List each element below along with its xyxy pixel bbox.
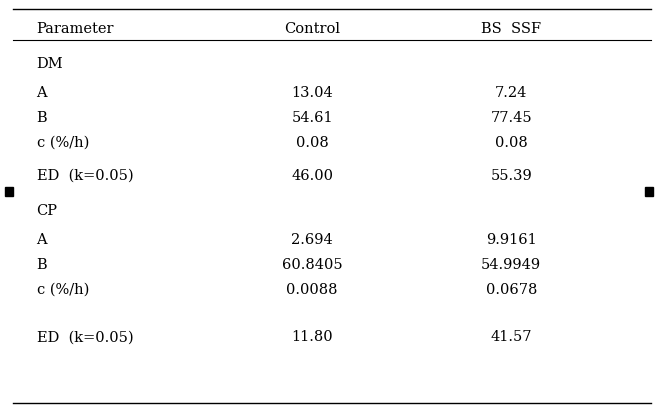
Text: 0.0088: 0.0088 bbox=[286, 282, 338, 296]
Text: ED  (k=0.05): ED (k=0.05) bbox=[37, 330, 133, 344]
Text: 7.24: 7.24 bbox=[495, 86, 527, 100]
Bar bbox=[5, 188, 13, 196]
Text: 11.80: 11.80 bbox=[291, 330, 333, 344]
Text: ED  (k=0.05): ED (k=0.05) bbox=[37, 169, 133, 183]
Text: 0.08: 0.08 bbox=[295, 135, 329, 150]
Text: 0.08: 0.08 bbox=[495, 135, 528, 150]
Text: 54.9949: 54.9949 bbox=[481, 257, 541, 271]
Text: 9.9161: 9.9161 bbox=[486, 233, 537, 247]
Text: BS  SSF: BS SSF bbox=[481, 22, 541, 36]
Text: CP: CP bbox=[37, 204, 58, 218]
Text: 0.0678: 0.0678 bbox=[485, 282, 537, 296]
Text: 55.39: 55.39 bbox=[491, 169, 532, 183]
Text: c (%/h): c (%/h) bbox=[37, 135, 89, 150]
Text: 41.57: 41.57 bbox=[491, 330, 532, 344]
Text: c (%/h): c (%/h) bbox=[37, 282, 89, 296]
Text: 46.00: 46.00 bbox=[291, 169, 333, 183]
Text: A: A bbox=[37, 86, 47, 100]
Text: Control: Control bbox=[284, 22, 340, 36]
Text: DM: DM bbox=[37, 57, 63, 71]
Text: A: A bbox=[37, 233, 47, 247]
Text: 60.8405: 60.8405 bbox=[282, 257, 343, 271]
Text: 13.04: 13.04 bbox=[291, 86, 333, 100]
Text: Parameter: Parameter bbox=[37, 22, 114, 36]
Text: B: B bbox=[37, 257, 47, 271]
Text: 54.61: 54.61 bbox=[291, 111, 333, 125]
Text: 2.694: 2.694 bbox=[291, 233, 333, 247]
Bar bbox=[645, 188, 653, 196]
Text: B: B bbox=[37, 111, 47, 125]
Text: 77.45: 77.45 bbox=[491, 111, 532, 125]
